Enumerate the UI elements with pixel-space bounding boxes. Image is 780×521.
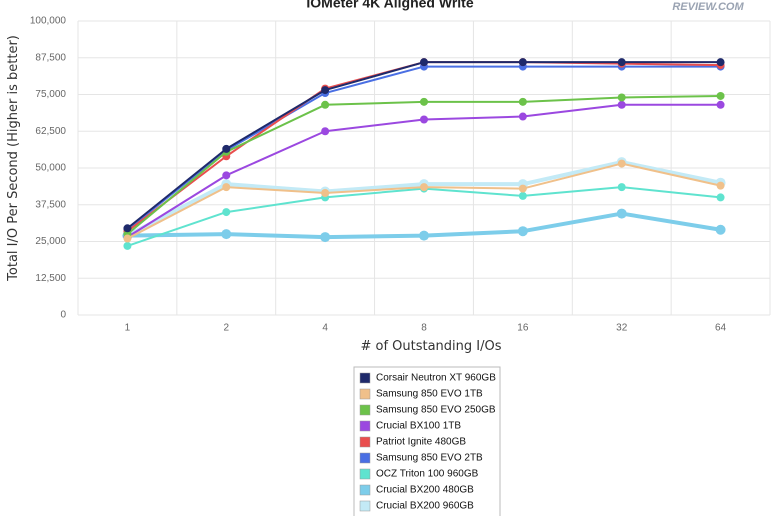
legend-swatch: [359, 500, 371, 512]
legend-label: Corsair Neutron XT 960GB: [376, 373, 496, 384]
legend-swatch: [359, 372, 371, 384]
data-point: [518, 97, 527, 106]
data-point: [420, 97, 428, 106]
chart-title: IOMeter 4K Aligned Write: [306, 0, 473, 11]
data-point: [123, 224, 132, 233]
data-point: [518, 112, 527, 121]
data-point: [419, 230, 429, 241]
series-group: [123, 58, 725, 233]
x-tick-label: 4: [322, 323, 328, 334]
legend-label: Crucial BX200 960GB: [376, 501, 474, 512]
data-point: [716, 58, 725, 67]
legend-swatch: [359, 468, 371, 480]
data-point: [518, 184, 527, 193]
series-line: [126, 61, 721, 230]
data-point: [320, 232, 331, 243]
legend-label: Samsung 850 EVO 1TB: [376, 389, 483, 400]
series-line: [126, 160, 721, 238]
series-group: [123, 58, 725, 236]
y-tick-label: 12,500: [35, 273, 66, 284]
y-tick-label: 25,000: [35, 236, 66, 247]
x-tick-label: 2: [224, 323, 230, 334]
x-tick-labels: 1 2 4 8 16 32 64: [125, 323, 727, 334]
legend-label: Patriot Ignite 480GB: [376, 437, 466, 448]
brand-logo: REVIEW.COM: [672, 1, 744, 13]
y-tick-label: 100,000: [30, 16, 67, 27]
data-point: [221, 229, 232, 240]
legend-label: Samsung 850 EVO 2TB: [376, 453, 483, 464]
x-axis-title: # of Outstanding I/Os: [360, 339, 501, 354]
series-line: [126, 65, 721, 231]
y-tick-label: 75,000: [35, 89, 66, 100]
data-point: [616, 208, 627, 219]
data-point: [222, 171, 231, 180]
series-group: [123, 159, 725, 243]
data-point: [715, 224, 726, 235]
data-point: [518, 191, 527, 200]
series-line: [126, 103, 721, 238]
data-point: [716, 91, 725, 100]
legend-label: OCZ Triton 100 960GB: [376, 469, 479, 480]
data-point: [222, 183, 231, 192]
brand-logo-text: REVIEW.COM: [672, 1, 744, 13]
legend-label: Crucial BX100 1TB: [376, 421, 461, 432]
data-point: [517, 226, 528, 237]
data-point: [716, 193, 725, 202]
x-tick-label: 64: [715, 323, 727, 334]
data-point: [123, 234, 132, 243]
y-axis-title: Total I/O Per Second (Higher is better): [6, 35, 21, 282]
data-point: [321, 100, 330, 109]
x-tick-label: 16: [517, 323, 529, 334]
legend-swatch: [359, 420, 371, 432]
y-tick-label: 0: [60, 310, 66, 321]
series-line: [126, 162, 721, 240]
legend-swatch: [359, 388, 371, 400]
data-point: [420, 58, 428, 67]
data-point: [617, 100, 626, 109]
data-point: [420, 183, 428, 192]
x-tick-label: 8: [421, 323, 427, 334]
data-point: [123, 241, 132, 250]
y-tick-label: 37,500: [35, 199, 66, 210]
data-point: [222, 208, 231, 217]
legend-label: Samsung 850 EVO 250GB: [376, 405, 496, 416]
legend-label: Crucial BX200 480GB: [376, 485, 474, 496]
x-tick-label: 1: [125, 323, 131, 334]
data-point: [617, 93, 626, 102]
legend: Corsair Neutron XT 960GB Samsung 850 EVO …: [353, 366, 501, 518]
legend-swatch: [359, 436, 371, 448]
series-line: [126, 61, 721, 233]
data-point: [716, 181, 725, 190]
data-point: [321, 188, 330, 197]
data-point: [420, 115, 428, 124]
data-point: [518, 58, 527, 67]
grid-layer: [77, 20, 771, 316]
x-tick-label: 32: [616, 323, 628, 334]
data-point: [222, 144, 231, 153]
data-point: [716, 100, 725, 109]
legend-box: [353, 366, 501, 518]
legend-swatch: [359, 404, 371, 416]
y-tick-label: 50,000: [35, 163, 66, 174]
y-tick-label: 62,500: [35, 126, 66, 137]
data-point: [321, 86, 330, 95]
data-point: [617, 159, 626, 168]
data-point: [617, 58, 626, 67]
data-point: [321, 127, 330, 136]
y-tick-label: 87,500: [35, 52, 66, 63]
series-group: [122, 157, 726, 241]
legend-swatch: [359, 452, 371, 464]
legend-swatch: [359, 484, 371, 496]
series-group: [122, 208, 726, 243]
data-point: [617, 183, 626, 192]
series-layer: [122, 58, 726, 250]
series-group: [123, 62, 725, 234]
series-group: [123, 100, 725, 242]
y-tick-labels: 0 12,500 25,000 37,500 50,000 62,500 75,000 87,…: [30, 16, 67, 321]
